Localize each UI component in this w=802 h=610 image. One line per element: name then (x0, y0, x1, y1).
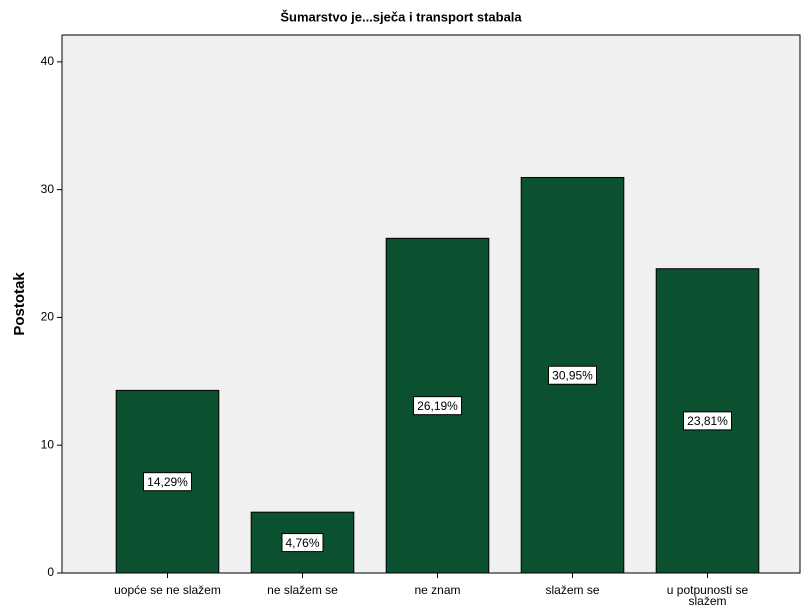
value-label-box (143, 472, 192, 492)
value-label-box (413, 396, 462, 416)
value-label: 26,19% (417, 399, 458, 413)
y-tick-label: 10 (41, 437, 55, 451)
value-label-box (281, 533, 324, 553)
value-label: 14,29% (147, 475, 188, 489)
x-tick-label: uopće se ne slažem (114, 583, 221, 597)
y-tick-label: 30 (41, 182, 55, 196)
value-label: 4,76% (285, 536, 319, 550)
value-label: 30,95% (552, 368, 593, 382)
value-label-box (548, 365, 597, 385)
value-label: 23,81% (687, 414, 728, 428)
y-tick-label: 20 (41, 310, 55, 324)
value-label-box (683, 411, 732, 431)
chart-title: Šumarstvo je...sječa i transport stabala (280, 9, 522, 24)
x-tick-label: slažem se (545, 583, 599, 597)
x-tick-label: u potpunosti se slažem (667, 583, 749, 608)
y-tick-label: 0 (47, 565, 54, 579)
x-tick-label: ne slažem se (267, 583, 338, 597)
y-tick-label: 40 (41, 54, 55, 68)
y-axis-label: Postotak (11, 272, 28, 336)
x-tick-label: ne znam (414, 583, 460, 597)
